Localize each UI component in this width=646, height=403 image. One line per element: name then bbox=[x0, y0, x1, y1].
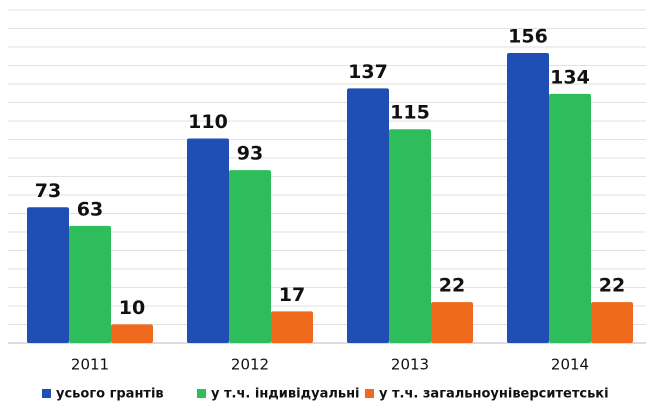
data-label: 17 bbox=[279, 284, 305, 306]
x-tick-label: 2013 bbox=[391, 356, 429, 374]
x-tick-label: 2014 bbox=[551, 356, 589, 374]
bar bbox=[507, 53, 549, 343]
legend-swatch bbox=[42, 389, 51, 398]
data-label: 110 bbox=[188, 111, 228, 133]
data-label: 63 bbox=[77, 198, 103, 220]
bar bbox=[431, 302, 473, 343]
data-label: 22 bbox=[439, 275, 465, 297]
legend-label: усього грантів bbox=[56, 387, 164, 402]
legend-label: у т.ч. індивідуальні bbox=[211, 387, 360, 402]
bar bbox=[187, 138, 229, 343]
bar bbox=[591, 302, 633, 343]
data-label: 73 bbox=[35, 180, 61, 202]
x-tick-label: 2012 bbox=[231, 356, 269, 374]
bar bbox=[69, 225, 111, 343]
data-label: 22 bbox=[599, 275, 625, 297]
bar bbox=[229, 170, 271, 343]
bar bbox=[347, 88, 389, 343]
bar bbox=[549, 93, 591, 344]
legend-label: у т.ч. загальноуніверситетські bbox=[379, 387, 609, 402]
legend-swatch bbox=[197, 389, 206, 398]
bar bbox=[27, 207, 69, 343]
data-label: 134 bbox=[550, 66, 590, 88]
data-label: 156 bbox=[508, 26, 548, 48]
legend-swatch bbox=[365, 389, 374, 398]
bar bbox=[111, 324, 153, 343]
data-label: 115 bbox=[390, 102, 430, 124]
bar bbox=[271, 311, 313, 343]
bar bbox=[389, 129, 431, 343]
x-tick-label: 2011 bbox=[71, 356, 109, 374]
data-label: 93 bbox=[237, 143, 263, 165]
data-label: 137 bbox=[348, 61, 388, 83]
data-label: 10 bbox=[119, 297, 145, 319]
